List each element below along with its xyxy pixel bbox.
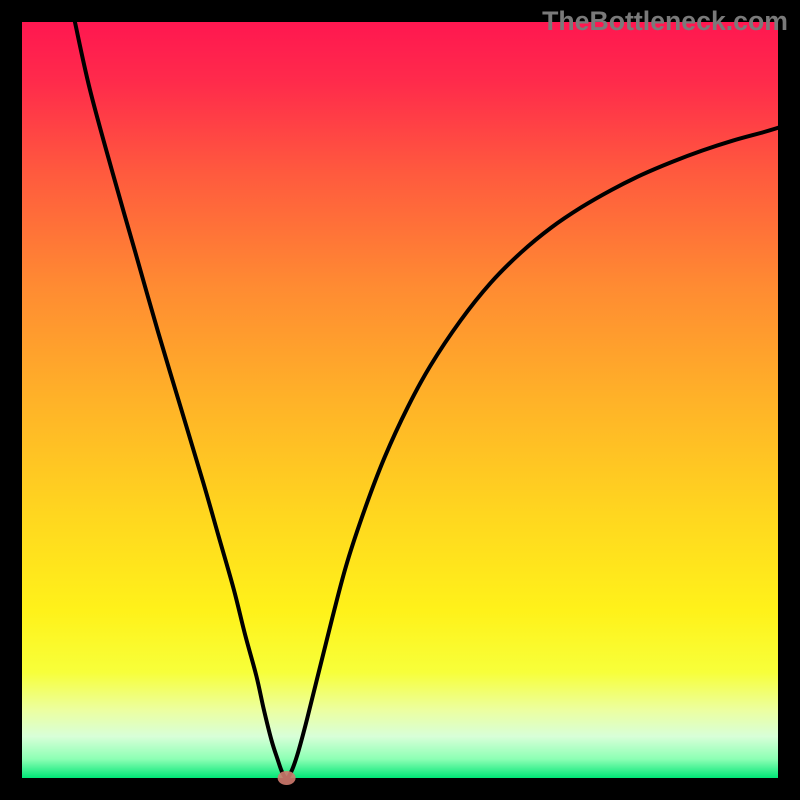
chart-svg — [0, 0, 800, 800]
bottleneck-chart: TheBottleneck.com — [0, 0, 800, 800]
optimal-point-marker — [278, 771, 296, 785]
gradient-background — [22, 22, 778, 778]
watermark-text: TheBottleneck.com — [542, 6, 788, 37]
